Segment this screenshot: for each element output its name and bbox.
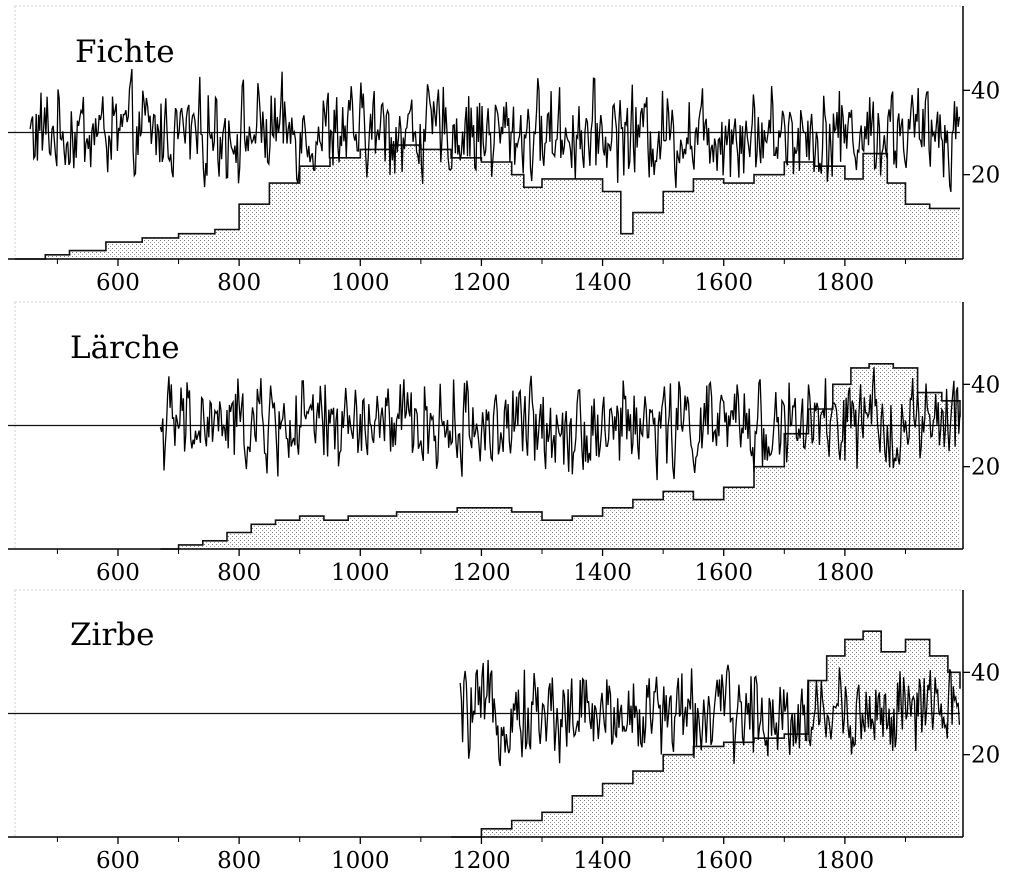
x-tick-label: 1200: [452, 848, 511, 874]
panel-title: Lärche: [70, 330, 180, 366]
y-tick-label: 20: [971, 163, 1000, 189]
ring-index-series: [29, 68, 961, 193]
panel-fichte: 600 800 1000 1200 1400 1600 1800 20 40 Fichte: [8, 5, 1000, 296]
x-tick-label: 1200: [452, 270, 511, 296]
replication-area: [15, 145, 960, 259]
x-tick-label: 1400: [573, 270, 632, 296]
ring-index-series: [459, 659, 961, 767]
y-tick-label: 40: [971, 660, 1000, 686]
x-tick-label: 600: [96, 560, 140, 586]
x-tick-label: 1600: [694, 270, 753, 296]
x-tick-label: 1000: [331, 270, 390, 296]
x-tick-label: 1000: [331, 560, 390, 586]
replication-area: [451, 631, 960, 837]
panel-title: Zirbe: [70, 617, 154, 653]
panel-title: Fichte: [75, 34, 175, 70]
y-tick-label: 40: [971, 78, 1000, 104]
panel-laerche: 600 800 1000 1200 1400 1600 1800 20 40 Lärche: [8, 301, 1000, 586]
panel-zirbe: 600 800 1000 1200 1400 1600 1800 20 40 Zirbe: [8, 589, 1000, 874]
x-tick-label: 1200: [452, 560, 511, 586]
x-tick-label: 800: [217, 848, 261, 874]
y-tick-label: 40: [971, 372, 1000, 398]
replication-line: [160, 363, 961, 550]
plot-frame: [14, 5, 964, 260]
replication-area: [160, 363, 960, 549]
x-tick-label: 1600: [694, 848, 753, 874]
x-tick-label: 1000: [331, 848, 390, 874]
x-tick-label: 1400: [573, 848, 632, 874]
x-tick-label: 800: [217, 270, 261, 296]
y-tick-label: 20: [971, 455, 1000, 481]
x-tick-label: 800: [217, 560, 261, 586]
x-tick-label: 1400: [573, 560, 632, 586]
x-tick-label: 1800: [816, 560, 875, 586]
x-tick-label: 1600: [694, 560, 753, 586]
ring-index-series: [159, 367, 961, 481]
x-tick-label: 1800: [816, 270, 875, 296]
x-tick-label: 1800: [816, 848, 875, 874]
x-tick-label: 600: [96, 270, 140, 296]
y-tick-label: 20: [971, 743, 1000, 769]
x-tick-label: 600: [96, 848, 140, 874]
